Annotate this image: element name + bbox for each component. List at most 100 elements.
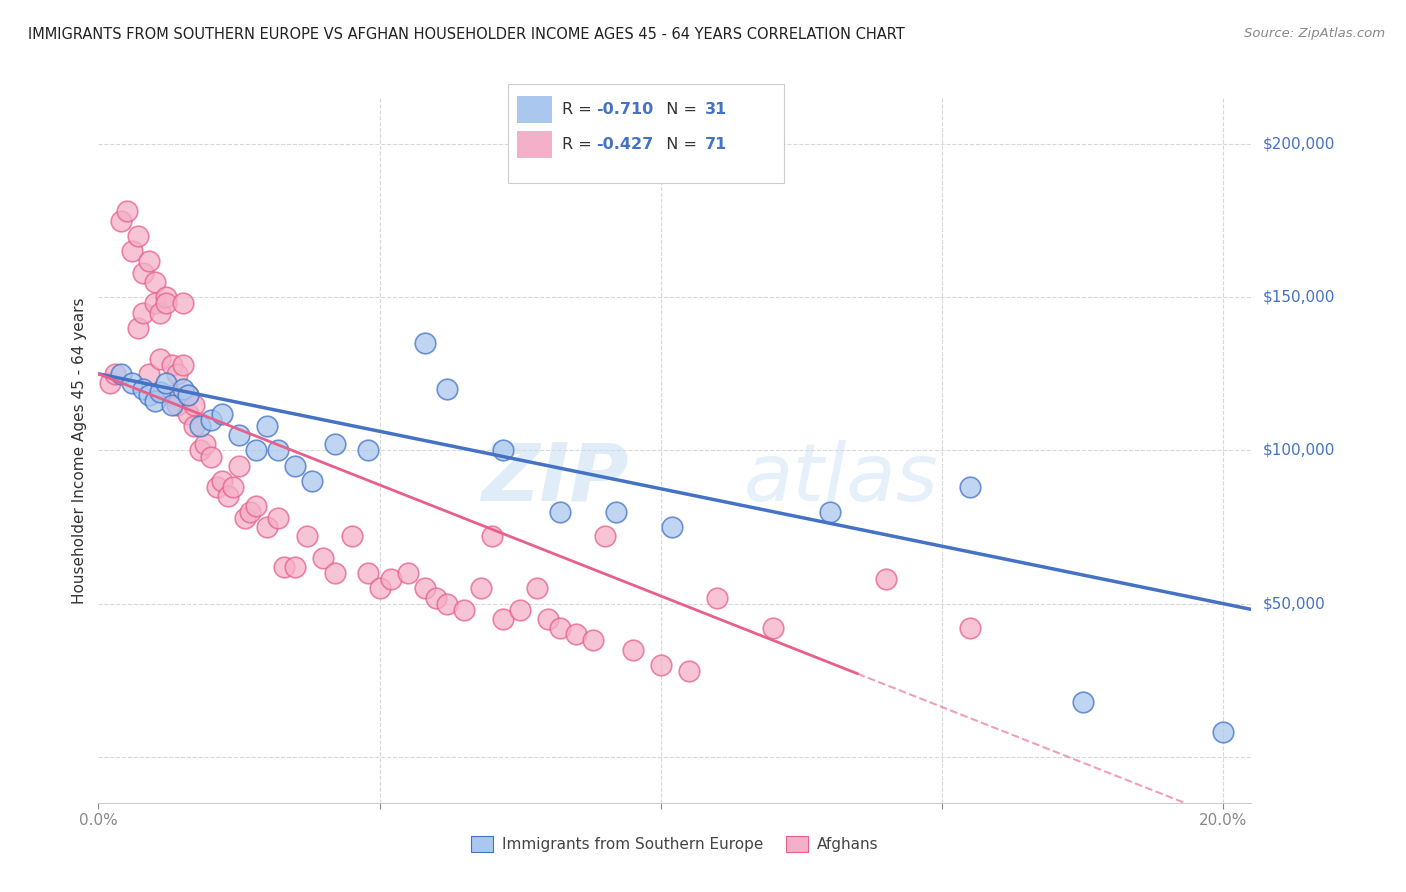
Point <box>762 621 785 635</box>
Point <box>138 388 160 402</box>
Point <box>138 253 160 268</box>
Text: 71: 71 <box>704 137 727 153</box>
Point <box>323 566 346 580</box>
Text: $200,000: $200,000 <box>1263 136 1334 152</box>
Point <box>875 572 897 586</box>
Point <box>132 266 155 280</box>
Text: Source: ZipAtlas.com: Source: ZipAtlas.com <box>1244 27 1385 40</box>
Point <box>526 582 548 596</box>
Point <box>143 394 166 409</box>
Point <box>582 633 605 648</box>
Text: R =: R = <box>562 137 596 153</box>
Point <box>200 413 222 427</box>
Point <box>492 612 515 626</box>
Point <box>284 458 307 473</box>
Point <box>200 450 222 464</box>
Text: $100,000: $100,000 <box>1263 443 1334 458</box>
Point <box>256 419 278 434</box>
Point <box>222 480 245 494</box>
Point <box>155 290 177 304</box>
Y-axis label: Householder Income Ages 45 - 64 years: Householder Income Ages 45 - 64 years <box>72 297 87 604</box>
Point <box>228 428 250 442</box>
Text: R =: R = <box>562 102 596 117</box>
Point <box>155 296 177 310</box>
Point <box>301 474 323 488</box>
Point <box>155 376 177 390</box>
Point <box>138 367 160 381</box>
Point <box>166 367 188 381</box>
Point <box>436 597 458 611</box>
Point <box>211 474 233 488</box>
Point <box>284 560 307 574</box>
Legend: Immigrants from Southern Europe, Afghans: Immigrants from Southern Europe, Afghans <box>465 830 884 859</box>
Point <box>143 275 166 289</box>
Text: -0.427: -0.427 <box>596 137 654 153</box>
Point <box>160 397 183 411</box>
Point <box>110 367 132 381</box>
Point <box>413 336 436 351</box>
Point <box>160 358 183 372</box>
Point <box>413 582 436 596</box>
Point <box>312 550 335 565</box>
Point <box>194 437 217 451</box>
Point <box>453 603 475 617</box>
Point <box>217 490 239 504</box>
FancyBboxPatch shape <box>517 131 551 158</box>
Point <box>1212 725 1234 739</box>
Text: N =: N = <box>657 137 703 153</box>
Point <box>959 480 981 494</box>
Point <box>245 499 267 513</box>
Point <box>172 382 194 396</box>
Point <box>959 621 981 635</box>
Point <box>239 505 262 519</box>
Point <box>110 213 132 227</box>
Point <box>267 511 290 525</box>
Text: atlas: atlas <box>744 440 939 517</box>
Point <box>143 296 166 310</box>
Point <box>380 572 402 586</box>
Point <box>492 443 515 458</box>
Text: 31: 31 <box>704 102 727 117</box>
Point <box>177 388 200 402</box>
Point <box>188 419 211 434</box>
Point <box>565 627 588 641</box>
Point <box>188 443 211 458</box>
Point <box>121 376 143 390</box>
Point <box>160 388 183 402</box>
Point <box>149 305 172 319</box>
Point <box>605 505 627 519</box>
Point <box>436 382 458 396</box>
Text: $150,000: $150,000 <box>1263 290 1334 305</box>
Point <box>650 657 672 672</box>
Point <box>132 305 155 319</box>
Text: ZIP: ZIP <box>481 440 628 517</box>
Point <box>357 566 380 580</box>
Point <box>661 520 683 534</box>
Point <box>537 612 560 626</box>
Point <box>267 443 290 458</box>
Point <box>166 397 188 411</box>
Text: -0.710: -0.710 <box>596 102 654 117</box>
Point <box>1071 695 1094 709</box>
Point <box>115 204 138 219</box>
Point <box>177 388 200 402</box>
Point <box>98 376 121 390</box>
Point <box>256 520 278 534</box>
Point <box>172 358 194 372</box>
FancyBboxPatch shape <box>508 84 785 183</box>
Point <box>357 443 380 458</box>
Point <box>678 664 700 678</box>
FancyBboxPatch shape <box>517 96 551 123</box>
Point <box>470 582 492 596</box>
Point <box>183 419 205 434</box>
Point <box>233 511 256 525</box>
Text: IMMIGRANTS FROM SOUTHERN EUROPE VS AFGHAN HOUSEHOLDER INCOME AGES 45 - 64 YEARS : IMMIGRANTS FROM SOUTHERN EUROPE VS AFGHA… <box>28 27 905 42</box>
Point <box>818 505 841 519</box>
Point <box>245 443 267 458</box>
Text: N =: N = <box>657 102 703 117</box>
Point <box>172 296 194 310</box>
Point <box>228 458 250 473</box>
Point <box>509 603 531 617</box>
Point <box>127 321 149 335</box>
Point <box>177 407 200 421</box>
